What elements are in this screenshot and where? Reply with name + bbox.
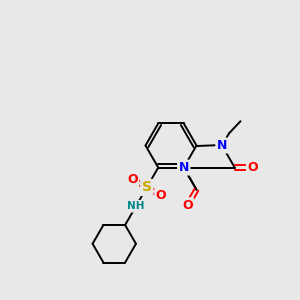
Text: S: S [142,181,152,194]
Text: N: N [178,161,189,174]
Text: N: N [217,139,227,152]
Text: O: O [182,199,193,212]
Text: O: O [156,189,167,202]
Text: O: O [248,161,258,174]
Text: NH: NH [127,201,145,211]
Text: O: O [127,173,138,186]
